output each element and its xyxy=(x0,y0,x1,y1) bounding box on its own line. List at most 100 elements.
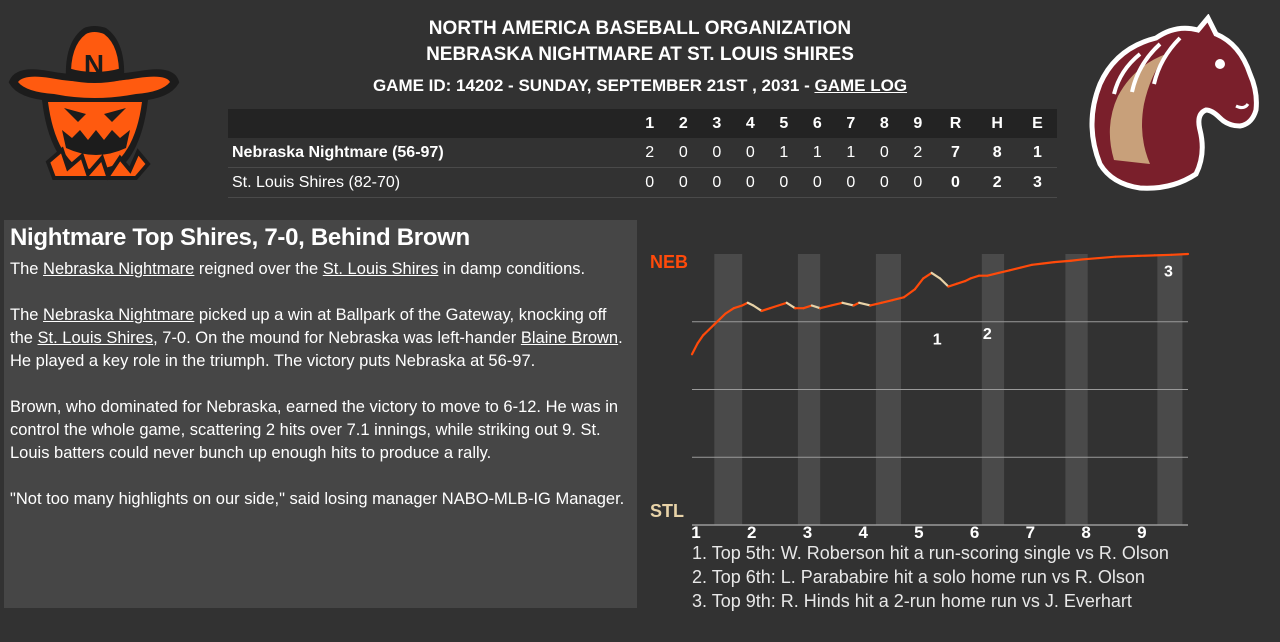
col-6: 6 xyxy=(800,109,835,138)
game-id-text: GAME ID: 14202 - SUNDAY, SEPTEMBER 21ST … xyxy=(372,76,810,95)
inning-score: 0 xyxy=(666,138,701,168)
team-link-st-louis[interactable]: St. Louis Shires xyxy=(37,329,154,347)
inning-tick-labels: 1 2 3 4 5 6 7 8 9 xyxy=(691,523,1146,540)
col-3: 3 xyxy=(700,109,734,138)
article-paragraph: Brown, who dominated for Nebraska, earne… xyxy=(10,398,619,462)
inning-score: 0 xyxy=(633,167,667,198)
win-probability-segment xyxy=(969,274,981,280)
win-probability-segment xyxy=(830,301,844,307)
win-probability-segment xyxy=(1081,256,1100,261)
team-link-nebraska[interactable]: Nebraska Nightmare xyxy=(43,260,195,278)
win-probability-segment xyxy=(810,304,822,310)
col-9: 9 xyxy=(901,109,935,138)
win-probability-segment xyxy=(768,304,780,310)
col-4: 4 xyxy=(733,109,768,138)
table-row: St. Louis Shires (82-70) 0 0 0 0 0 0 0 0… xyxy=(228,167,1057,198)
win-probability-segment xyxy=(690,342,699,356)
win-probability-segment xyxy=(947,282,958,288)
chart-gridlines xyxy=(692,321,1188,526)
inning-tick-label: 4 xyxy=(858,523,868,540)
game-recap-article: Nightmare Top Shires, 7-0, Behind Brown … xyxy=(4,220,637,608)
table-row: Nebraska Nightmare (56-97) 2 0 0 0 1 1 1… xyxy=(228,138,1057,168)
win-probability-segment xyxy=(777,301,788,307)
text: , 7-0. On the mound for Nebraska was lef… xyxy=(153,329,521,347)
win-probability-segment xyxy=(997,269,1011,275)
win-probability-segment xyxy=(869,301,883,307)
win-probability-segment xyxy=(913,277,925,291)
inning-score: 0 xyxy=(700,167,734,198)
inning-score: 0 xyxy=(767,167,801,198)
inning-score: 0 xyxy=(867,138,902,168)
win-probability-segment xyxy=(732,304,744,310)
win-probability-segment xyxy=(1170,252,1190,256)
win-probability-segment xyxy=(986,271,1000,277)
st-louis-shires-logo[interactable] xyxy=(1080,14,1266,194)
win-probability-segment xyxy=(696,334,705,345)
chart-top-team-label: NEB xyxy=(650,252,688,272)
matchup-title: NEBRASKA NIGHTMARE AT ST. LOUIS SHIRES xyxy=(426,44,854,65)
article-paragraph: "Not too many highlights on our side," s… xyxy=(10,490,625,508)
home-team-name: St. Louis Shires (82-70) xyxy=(228,167,633,198)
win-probability-segment xyxy=(785,301,797,310)
box-score-table: 1 2 3 4 5 6 7 8 9 R H E Nebraska Nightma… xyxy=(228,109,1057,198)
inning-tick-label: 8 xyxy=(1081,523,1090,540)
win-probability-segment xyxy=(1053,259,1073,264)
win-probability-segment xyxy=(760,307,772,313)
inning-tick-label: 6 xyxy=(970,523,979,540)
win-probability-segment xyxy=(938,277,950,288)
col-8: 8 xyxy=(867,109,902,138)
inning-score: 0 xyxy=(800,167,835,198)
team-link-st-louis[interactable]: St. Louis Shires xyxy=(322,260,439,278)
key-play-marker: 3 xyxy=(1164,264,1173,281)
inning-score: 1 xyxy=(800,138,835,168)
key-play-item: 2. Top 6th: L. Parababire hit a solo hom… xyxy=(692,567,1145,587)
win-probability-segment xyxy=(702,328,710,337)
inning-score: 1 xyxy=(767,138,801,168)
win-probability-segment xyxy=(902,288,917,299)
away-team-name: Nebraska Nightmare (56-97) xyxy=(228,138,633,168)
inning-score: 0 xyxy=(901,167,935,198)
nightmare-logo-art xyxy=(8,26,180,181)
inning-score: 2 xyxy=(901,138,935,168)
text: The xyxy=(10,260,44,278)
hits-total: 8 xyxy=(976,138,1018,168)
win-probability-segment xyxy=(1069,258,1084,262)
win-probability-segment xyxy=(819,304,833,310)
win-probability-segment xyxy=(707,323,716,331)
inning-score: 0 xyxy=(834,167,868,198)
team-column-header xyxy=(228,109,633,138)
col-7: 7 xyxy=(834,109,868,138)
col-errors: E xyxy=(1017,109,1057,138)
inning-tick-label: 5 xyxy=(914,523,923,540)
inning-tick-label: 2 xyxy=(747,523,756,540)
runs-total: 0 xyxy=(934,167,977,198)
win-probability-segment xyxy=(1153,253,1173,257)
win-probability-segment xyxy=(1042,261,1056,265)
col-hits: H xyxy=(976,109,1018,138)
team-link-nebraska[interactable]: Nebraska Nightmare xyxy=(43,306,195,324)
win-probability-segment xyxy=(718,312,727,321)
inning-tick-label: 7 xyxy=(1026,523,1035,540)
runs-total: 7 xyxy=(934,138,977,168)
text: The xyxy=(10,306,44,324)
win-probability-segment xyxy=(1097,255,1117,260)
win-probability-segment xyxy=(858,301,872,307)
win-probability-segment xyxy=(1114,254,1139,258)
inning-score: 2 xyxy=(633,138,667,168)
win-probability-segment xyxy=(955,279,967,285)
text: reigned over the xyxy=(194,260,323,278)
inning-score: 0 xyxy=(867,167,902,198)
article-headline: Nightmare Top Shires, 7-0, Behind Brown xyxy=(10,224,470,251)
game-log-link[interactable]: GAME LOG xyxy=(814,76,908,95)
shires-horse-art xyxy=(1089,14,1259,191)
key-play-marker: 2 xyxy=(983,326,992,343)
nebraska-nightmare-logo[interactable]: N xyxy=(8,22,180,182)
key-play-item: 3. Top 9th: R. Hinds hit a 2-run home ru… xyxy=(692,591,1132,611)
player-link-blaine-brown[interactable]: Blaine Brown xyxy=(520,329,619,347)
inning-score: 0 xyxy=(700,138,734,168)
win-probability-segment xyxy=(1019,263,1034,269)
article-paragraph: The Nebraska Nightmare picked up a win a… xyxy=(10,304,631,373)
win-probability-chart: NEB STL 1 2 3 1 2 3 4 5 6 7 8 9 xyxy=(650,252,1190,540)
errors-total: 3 xyxy=(1017,167,1057,198)
col-1: 1 xyxy=(633,109,667,138)
